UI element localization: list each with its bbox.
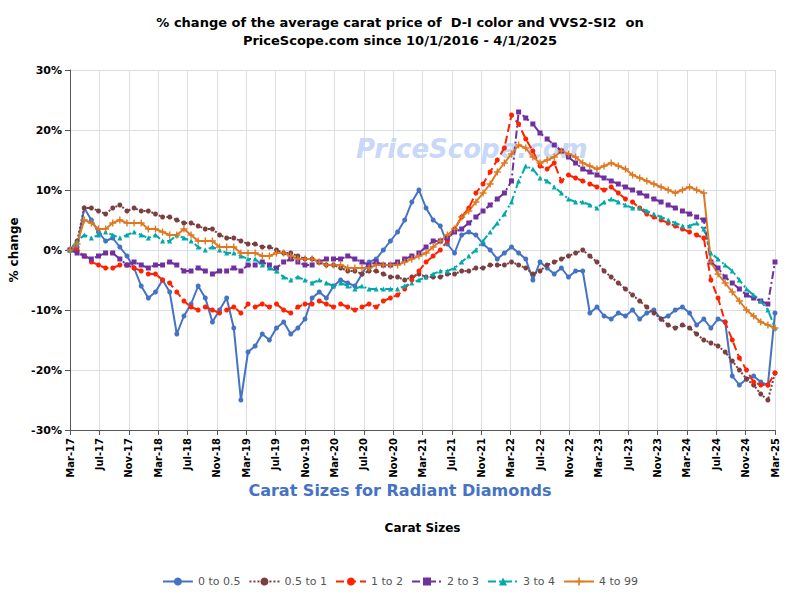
svg-text:Nov-21: Nov-21: [476, 438, 487, 478]
svg-text:Mar-18: Mar-18: [153, 438, 164, 478]
svg-text:Carat Sizes: Carat Sizes: [385, 521, 461, 535]
svg-text:Nov-22: Nov-22: [564, 438, 575, 478]
svg-text:20%: 20%: [36, 124, 62, 137]
svg-text:Jul-23: Jul-23: [623, 438, 634, 471]
svg-text:-30%: -30%: [31, 424, 62, 437]
svg-text:Mar-23: Mar-23: [593, 438, 604, 478]
svg-text:% change of the average carat: % change of the average carat price of D…: [156, 15, 643, 30]
svg-text:Jul-19: Jul-19: [270, 438, 281, 471]
svg-text:Mar-22: Mar-22: [505, 438, 516, 478]
svg-text:0 to 0.5: 0 to 0.5: [198, 575, 241, 588]
svg-text:Nov-24: Nov-24: [740, 438, 751, 478]
svg-text:0%: 0%: [43, 244, 62, 257]
svg-text:4 to 99: 4 to 99: [599, 575, 638, 588]
svg-text:Nov-20: Nov-20: [388, 438, 399, 478]
svg-text:Nov-17: Nov-17: [123, 438, 134, 478]
svg-text:Jul-20: Jul-20: [358, 438, 369, 471]
svg-text:1 to 2: 1 to 2: [371, 575, 403, 588]
svg-text:Carat Sizes for Radiant Diamon: Carat Sizes for Radiant Diamonds: [248, 481, 551, 500]
svg-text:Nov-18: Nov-18: [211, 438, 222, 478]
svg-text:Nov-23: Nov-23: [652, 438, 663, 478]
svg-text:0.5 to 1: 0.5 to 1: [284, 575, 327, 588]
svg-text:Mar-20: Mar-20: [329, 438, 340, 478]
svg-text:Mar-21: Mar-21: [417, 438, 428, 478]
svg-text:Mar-24: Mar-24: [681, 438, 692, 478]
svg-text:Jul-24: Jul-24: [711, 438, 722, 471]
svg-text:-10%: -10%: [31, 304, 62, 317]
svg-text:30%: 30%: [36, 64, 62, 77]
svg-text:3 to 4: 3 to 4: [523, 575, 555, 588]
svg-text:Nov-19: Nov-19: [300, 438, 311, 478]
svg-text:-20%: -20%: [31, 364, 62, 377]
svg-text:Jul-22: Jul-22: [535, 438, 546, 471]
svg-text:Jul-17: Jul-17: [94, 438, 105, 471]
svg-text:Mar-25: Mar-25: [770, 438, 781, 478]
svg-text:PriceScope.com since 10/1/2016: PriceScope.com since 10/1/2016 - 4/1/202…: [243, 33, 557, 48]
svg-text:Jul-21: Jul-21: [446, 438, 457, 471]
svg-text:PriceScope.com: PriceScope.com: [356, 134, 588, 164]
svg-text:Mar-17: Mar-17: [65, 438, 76, 478]
svg-text:2 to 3: 2 to 3: [447, 575, 479, 588]
svg-text:Jul-18: Jul-18: [182, 438, 193, 471]
svg-text:% change: % change: [7, 217, 21, 282]
svg-text:10%: 10%: [36, 184, 62, 197]
svg-text:Mar-19: Mar-19: [241, 438, 252, 478]
